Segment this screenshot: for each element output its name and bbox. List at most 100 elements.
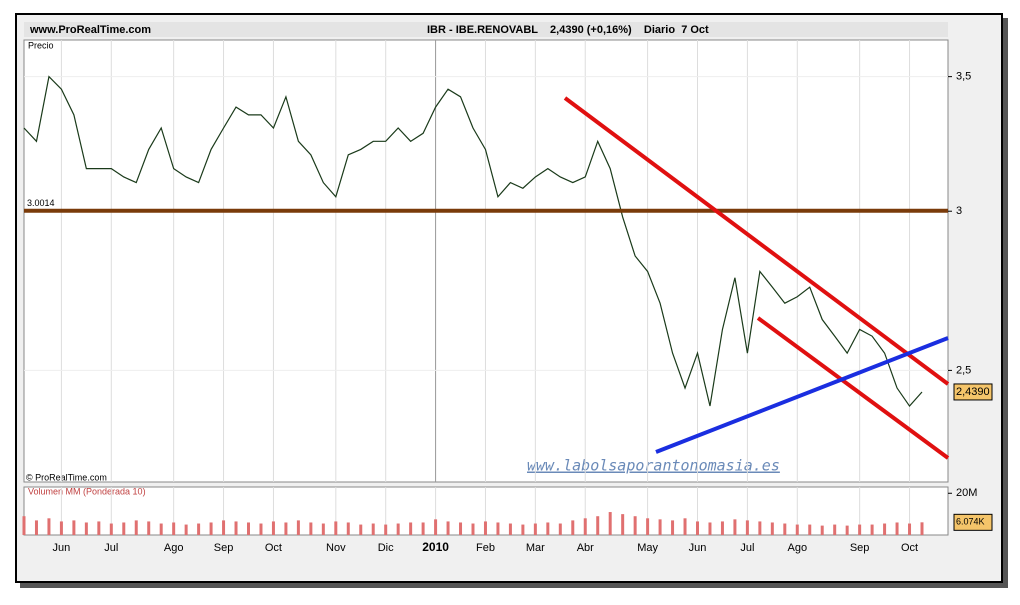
volume-bar — [508, 523, 512, 535]
volume-bar — [571, 520, 575, 535]
watermark: www.labolsaporantonomasia.es — [527, 457, 780, 475]
volume-bar — [858, 524, 862, 535]
volume-bar — [745, 520, 749, 535]
panel-title: Volumen MM (Ponderada 10) — [28, 486, 146, 496]
volume-bar — [908, 523, 912, 535]
volume-bar — [920, 522, 924, 535]
x-tick-label: Jun — [53, 542, 71, 554]
volume-bar — [384, 524, 388, 535]
y-tick-label: 20M — [956, 487, 977, 499]
panel-title: Precio — [28, 40, 54, 50]
volume-bar — [621, 514, 625, 535]
x-tick-label: Nov — [326, 542, 346, 554]
volume-bar — [109, 523, 113, 535]
x-tick-label: Mar — [526, 542, 545, 554]
volume-bar — [309, 522, 313, 535]
y-tick-label: 3,5 — [956, 71, 971, 83]
trend-line — [756, 316, 950, 460]
volume-bar — [147, 521, 151, 535]
volume-bar — [708, 522, 712, 535]
x-tick-label: Jul — [104, 542, 118, 554]
header-title: IBR - IBE.RENOVABL 2,4390 (+0,16%) Diari… — [427, 24, 709, 36]
volume-bar — [184, 524, 188, 535]
trend-line — [655, 336, 949, 454]
volume-bar — [321, 523, 325, 535]
x-tick-label: Abr — [577, 542, 594, 554]
volume-bar — [271, 521, 275, 535]
x-tick-label: Sep — [214, 542, 234, 554]
x-tick-label: Feb — [476, 542, 495, 554]
volume-bar — [533, 523, 537, 535]
volume-bar — [222, 520, 226, 535]
volume-bar — [122, 522, 126, 535]
volume-label-box — [953, 513, 993, 531]
volume-bar — [396, 523, 400, 535]
volume-bar — [795, 524, 799, 535]
volume-bar — [459, 522, 463, 535]
volume-bar — [134, 520, 138, 535]
volume-bar — [646, 518, 650, 535]
volume-bar — [521, 524, 525, 535]
volume-bar — [833, 524, 837, 535]
volume-bar — [334, 521, 338, 535]
volume-bar — [446, 521, 450, 535]
volume-bar — [97, 521, 101, 535]
volume-bar — [22, 516, 26, 535]
last-price-box — [953, 383, 993, 401]
volume-bar — [34, 520, 38, 535]
volume-bar — [696, 521, 699, 535]
x-tick-label: Oct — [901, 542, 918, 554]
volume-bar — [895, 522, 899, 535]
volume-bar — [434, 519, 438, 535]
y-tick-label: 3 — [956, 205, 962, 217]
trend-line — [563, 96, 950, 386]
volume-bar — [808, 524, 812, 535]
volume-bar — [371, 523, 375, 535]
volume-bar — [770, 522, 774, 535]
volume-bar — [870, 524, 874, 535]
volume-bar — [783, 523, 787, 535]
price-panel — [23, 39, 949, 483]
volume-bar — [409, 522, 413, 535]
x-tick-label: Oct — [265, 542, 282, 554]
x-tick-label: Jul — [740, 542, 754, 554]
volume-bar — [883, 523, 887, 535]
volume-bar — [583, 518, 587, 535]
header-bar — [24, 22, 948, 37]
volume-bar — [658, 519, 662, 535]
volume-bar — [72, 520, 76, 535]
x-tick-label: Jun — [689, 542, 707, 554]
site: www.ProRealTime.com — [29, 24, 151, 36]
copyright: © ProRealTime.com — [26, 472, 107, 482]
volume-bar — [471, 523, 475, 535]
x-tick-label: 2010 — [422, 540, 449, 554]
volume-bar — [558, 523, 562, 535]
volume-bar — [596, 516, 600, 535]
volume-bar — [733, 519, 737, 535]
volume-bar — [346, 522, 350, 535]
price-line — [23, 75, 923, 408]
volume-bar — [758, 521, 762, 535]
volume-bar — [720, 521, 724, 535]
volume-bar — [159, 523, 163, 535]
volume-bar — [633, 516, 637, 535]
volume-bar — [296, 520, 300, 535]
x-tick-label: Dic — [378, 542, 394, 554]
x-tick-label: Ago — [787, 542, 807, 554]
support-label: 3.0014 — [27, 198, 55, 208]
volume-bar — [47, 518, 51, 535]
volume-bar — [608, 512, 612, 535]
volume-bar — [546, 522, 550, 535]
volume-bar — [496, 522, 500, 535]
volume-bar — [845, 525, 849, 535]
volume-bar — [84, 522, 88, 535]
volume-bar — [359, 524, 363, 535]
volume-bar — [284, 522, 288, 535]
volume-bar — [259, 523, 263, 535]
x-tick-label: Sep — [850, 542, 870, 554]
volume-bar — [172, 522, 176, 535]
x-tick-label: Ago — [164, 542, 184, 554]
volume-bar — [820, 525, 824, 535]
